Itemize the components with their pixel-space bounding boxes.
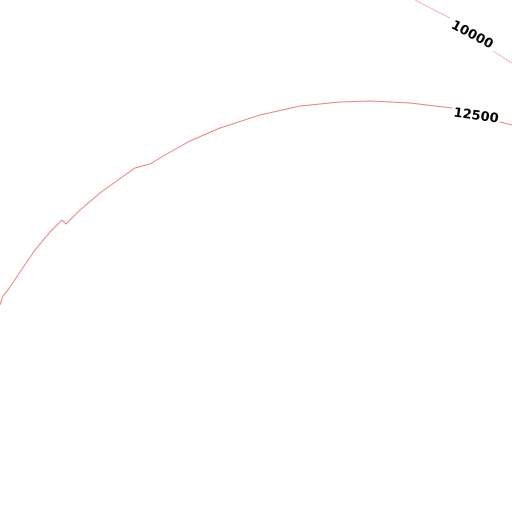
contour-label: 12500 [453, 105, 500, 126]
contour-12500: 12500 [0, 100, 512, 306]
contour-line [414, 0, 451, 19]
contour-line [492, 50, 512, 64]
contour-line [499, 121, 512, 126]
contour-line [0, 100, 453, 306]
